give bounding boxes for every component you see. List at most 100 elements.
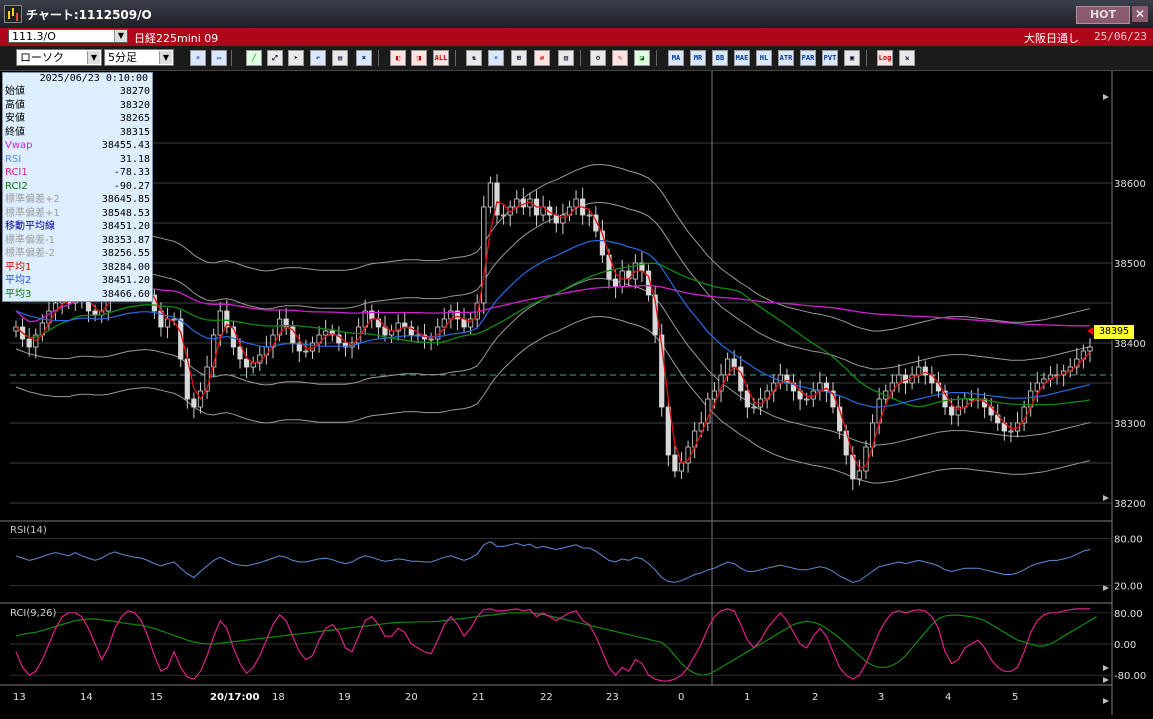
color-icon[interactable]: ◪ [634, 50, 650, 66]
ohlc-info-panel: 2025/06/23 0:10:00 始値 38270 高値 38320 安値 38265… [2, 72, 153, 302]
chart-app-icon [4, 5, 22, 23]
info-row: 移動平均線 38451.20 [5, 220, 150, 233]
chevron-down-icon[interactable]: ▼ [114, 30, 127, 42]
candle-down [296, 342, 302, 352]
indicator-atr-button[interactable]: ATR [778, 50, 794, 66]
search-icon[interactable]: ⌕ [488, 50, 504, 66]
time-tick-label: 15 [150, 692, 163, 703]
grid-icon[interactable]: ⊞ [511, 50, 527, 66]
indicator-mae-button[interactable]: MAE [734, 50, 750, 66]
chart-area[interactable]: 38600 38500 38400 38300 38200 80.00 20.00 80.… [0, 71, 1153, 715]
trash-icon[interactable]: ✖ [356, 50, 372, 66]
interval-value: 5分足 [108, 51, 137, 64]
chart-toolbar: ローソク ▼ 5分足 ▼ ⌕ ▭ ╱ ⤢ ➤ ↶ ▤ ✖ ◧ ◨ ALL ⇅ ⌕… [0, 46, 1153, 71]
candle-down [744, 390, 750, 408]
rsi-tick-label: 20.00 [1114, 581, 1143, 592]
candle-down [26, 338, 32, 348]
time-tick-label: 0 [678, 692, 684, 703]
scroll-arrow-icon [1103, 585, 1109, 591]
all-button[interactable]: ALL [433, 50, 449, 66]
bollinger-band-line [15, 164, 1091, 332]
candle-down [949, 406, 955, 416]
info-label: 標準偏差+2 [5, 194, 60, 205]
cursor-icon[interactable]: ➤ [288, 50, 304, 66]
candle-up [428, 338, 434, 341]
time-tick-label: 21 [472, 692, 485, 703]
candle-up [1087, 346, 1093, 352]
settings-icon[interactable]: ⚙ [590, 50, 606, 66]
chevron-down-icon[interactable]: ▼ [159, 51, 172, 64]
compare-icon[interactable]: ⇄ [534, 50, 550, 66]
export-icon[interactable]: ⇲ [899, 50, 915, 66]
info-label: RCI2 [5, 180, 28, 192]
info-label: 平均2 [5, 275, 32, 286]
market-date: 25/06/23 [1094, 30, 1147, 43]
rsi-panel: 80.00 20.00 [10, 535, 1143, 592]
chevron-down-icon[interactable]: ▼ [87, 51, 100, 64]
info-value: 38353.87 [101, 234, 150, 246]
candle-left-icon[interactable]: ◧ [390, 50, 406, 66]
candle-right-icon[interactable]: ◨ [411, 50, 427, 66]
rci-panel: 80.00 0.00 -80.00 [10, 608, 1146, 682]
candle-up [487, 182, 494, 208]
indicator-bb-button[interactable]: BB [712, 50, 728, 66]
candle-up [705, 398, 711, 424]
time-tick-label: 1 [744, 692, 750, 703]
rsi-label: RSI(14) [10, 525, 47, 536]
info-label: 標準偏差-1 [5, 234, 55, 246]
window-titlebar: チャート:1112509/O HOT ✕ [0, 0, 1153, 28]
indicator-par-button[interactable]: PAR [800, 50, 816, 66]
zoom-icon[interactable]: ⌕ [190, 50, 206, 66]
tool-icon[interactable]: ✎ [612, 50, 628, 66]
frame-icon[interactable]: ▣ [844, 50, 860, 66]
candle-up [955, 406, 961, 416]
candle-up [1034, 382, 1040, 392]
log-button[interactable]: Log [877, 50, 893, 66]
rsi-line [15, 541, 1091, 583]
price-axis: 38600 38500 38400 38300 38200 [1103, 94, 1146, 704]
indicator-ma-icon[interactable]: MA [668, 50, 684, 66]
candle-down [191, 398, 197, 408]
candle-up [395, 322, 401, 332]
candle-down [665, 406, 671, 456]
candle-down [612, 278, 619, 288]
indicator-mr-icon[interactable]: MR [690, 50, 706, 66]
candle-down [336, 334, 342, 344]
order-icon[interactable]: ⇅ [466, 50, 482, 66]
info-value: 38284.00 [101, 261, 150, 273]
close-icon[interactable]: ✕ [1132, 6, 1148, 22]
hot-button[interactable]: HOT [1076, 6, 1130, 24]
symbol-code-input[interactable]: 111.3/O ▼ [8, 29, 128, 43]
info-row: 安値 38265 [5, 112, 150, 125]
symbol-name: 日経225mini 09 [134, 32, 219, 45]
time-tick-label: 3 [878, 692, 884, 703]
indicator-hl-button[interactable]: HL [756, 50, 772, 66]
window-icon[interactable]: ▭ [211, 50, 227, 66]
info-row: 始値 38270 [5, 85, 150, 98]
info-value: 38645.85 [101, 194, 150, 205]
interval-select[interactable]: 5分足 ▼ [104, 49, 174, 66]
stats-icon[interactable]: ▥ [558, 50, 574, 66]
candle-down [659, 334, 665, 408]
trend-tool-icon[interactable]: ⤢ [267, 50, 283, 66]
rsi-tick-label: 80.00 [1114, 535, 1143, 546]
indicator-pvt-button[interactable]: PVT [822, 50, 838, 66]
symbol-code: 111.3/O [12, 30, 56, 43]
candle-up [711, 390, 718, 400]
chart-type-select[interactable]: ローソク ▼ [16, 49, 102, 66]
memo-icon[interactable]: ▤ [332, 50, 348, 66]
price-tick-label: 38300 [1114, 419, 1146, 430]
ma1-line [15, 200, 1091, 470]
rci2-line [15, 612, 1097, 676]
ma2-line [15, 240, 1091, 408]
info-value: -78.33 [113, 167, 150, 178]
chart-grid [0, 71, 1113, 715]
info-label: 移動平均線 [5, 221, 55, 232]
info-value: 38315 [119, 126, 150, 138]
candle-down [290, 326, 296, 344]
candle-down [942, 390, 948, 408]
scroll-arrow-icon [1103, 665, 1109, 671]
draw-line-icon[interactable]: ╱ [246, 50, 262, 66]
undo-icon[interactable]: ↶ [310, 50, 326, 66]
